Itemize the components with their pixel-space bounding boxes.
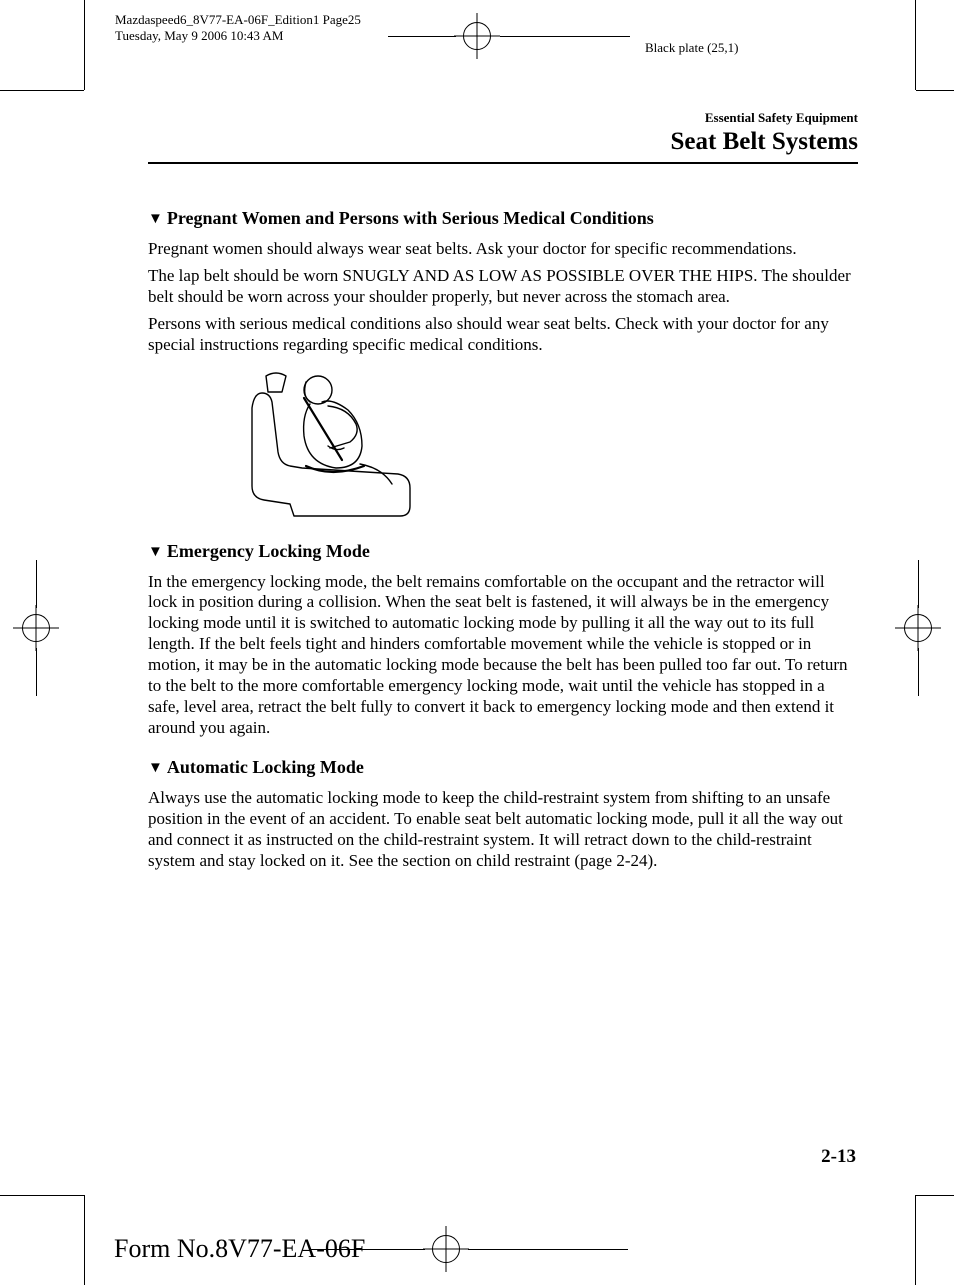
crop-mark <box>0 90 84 91</box>
seatbelt-illustration <box>232 368 432 518</box>
crop-mark <box>916 90 954 91</box>
paragraph: Persons with serious medical conditions … <box>148 314 858 356</box>
section-title: Seat Belt Systems <box>148 128 858 156</box>
page-content: Essential Safety Equipment Seat Belt Sys… <box>148 110 858 877</box>
registration-mark-icon <box>904 614 932 642</box>
heading-text: Emergency Locking Mode <box>167 541 370 561</box>
crop-mark <box>915 0 916 90</box>
registration-mark-icon <box>22 614 50 642</box>
paragraph: Always use the automatic locking mode to… <box>148 788 858 872</box>
print-date-line: Tuesday, May 9 2006 10:43 AM <box>115 28 361 44</box>
reg-line <box>36 560 37 608</box>
heading-text: Automatic Locking Mode <box>167 757 364 777</box>
paragraph: In the emergency locking mode, the belt … <box>148 572 858 739</box>
crop-mark <box>0 1195 84 1196</box>
triangle-icon: ▼ <box>148 211 163 228</box>
crop-mark <box>84 1195 85 1285</box>
reg-line <box>36 648 37 696</box>
running-header: Essential Safety Equipment Seat Belt Sys… <box>148 110 858 164</box>
print-file-line: Mazdaspeed6_8V77-EA-06F_Edition1 Page25 <box>115 12 361 28</box>
paragraph: The lap belt should be worn SNUGLY AND A… <box>148 266 858 308</box>
reg-line <box>388 36 456 37</box>
page-number: 2-13 <box>821 1146 856 1168</box>
triangle-icon: ▼ <box>148 544 163 561</box>
reg-line <box>468 1249 628 1250</box>
black-plate-label: Black plate (25,1) <box>645 40 739 56</box>
paragraph: Pregnant women should always wear seat b… <box>148 239 858 260</box>
reg-line <box>918 648 919 696</box>
heading-automatic: ▼Automatic Locking Mode <box>148 757 858 778</box>
heading-text: Pregnant Women and Persons with Serious … <box>167 208 654 228</box>
registration-mark-icon <box>463 22 491 50</box>
crop-mark <box>84 0 85 90</box>
reg-line <box>500 36 630 37</box>
print-file-info: Mazdaspeed6_8V77-EA-06F_Edition1 Page25 … <box>115 12 361 45</box>
heading-pregnant: ▼Pregnant Women and Persons with Serious… <box>148 208 858 229</box>
crop-mark <box>916 1195 954 1196</box>
triangle-icon: ▼ <box>148 760 163 777</box>
form-number: Form No.8V77-EA-06F <box>114 1234 365 1264</box>
registration-mark-icon <box>432 1235 460 1263</box>
chapter-title: Essential Safety Equipment <box>148 110 858 126</box>
crop-mark <box>915 1195 916 1285</box>
reg-line <box>918 560 919 608</box>
heading-emergency: ▼Emergency Locking Mode <box>148 541 858 562</box>
